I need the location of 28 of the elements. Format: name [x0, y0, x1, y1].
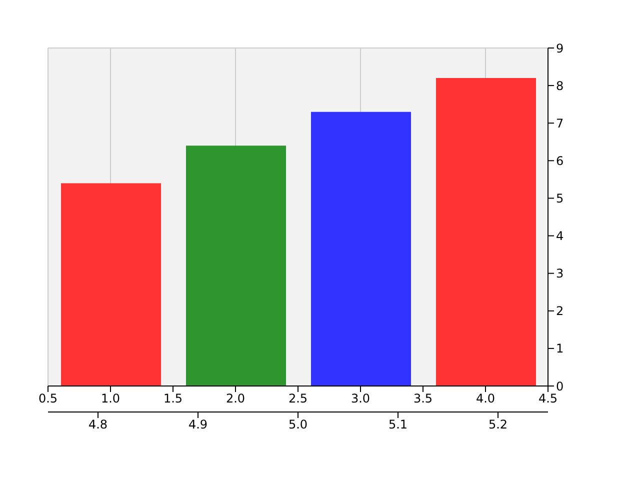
x2-tick-label: 5.0 [288, 418, 308, 432]
x-tick-label: 2.5 [288, 392, 308, 406]
bar [436, 78, 536, 386]
x2-tick-label: 5.1 [388, 418, 408, 432]
y-tick-label: 5 [556, 191, 564, 206]
bar [311, 112, 411, 386]
y-tick-label: 9 [556, 41, 564, 56]
x2-tick-label: 5.2 [488, 418, 508, 432]
x-tick-label: 4.5 [538, 392, 558, 406]
x-tick-label: 4.0 [476, 392, 496, 406]
x-tick-label: 0.5 [38, 392, 58, 406]
x-tick-label: 3.5 [413, 392, 433, 406]
y-tick-label: 1 [556, 342, 564, 356]
y-tick-label: 3 [556, 266, 564, 281]
x2-tick-label: 4.9 [188, 418, 208, 432]
y-tick-label: 8 [556, 78, 564, 93]
y-tick-label: 0 [556, 379, 564, 394]
x-tick-label: 2.0 [226, 392, 246, 406]
x-tick-label: 1.0 [100, 392, 120, 406]
y-tick-label: 6 [556, 154, 564, 168]
x-tick-label: 3.0 [350, 392, 370, 406]
y-tick-label: 4 [556, 229, 564, 244]
bar [61, 183, 161, 386]
y-tick-label: 2 [556, 304, 564, 318]
y-tick-label: 7 [556, 116, 564, 130]
x-tick-label: 1.5 [163, 392, 183, 406]
x2-tick-label: 4.8 [88, 418, 108, 432]
bar [186, 146, 286, 386]
